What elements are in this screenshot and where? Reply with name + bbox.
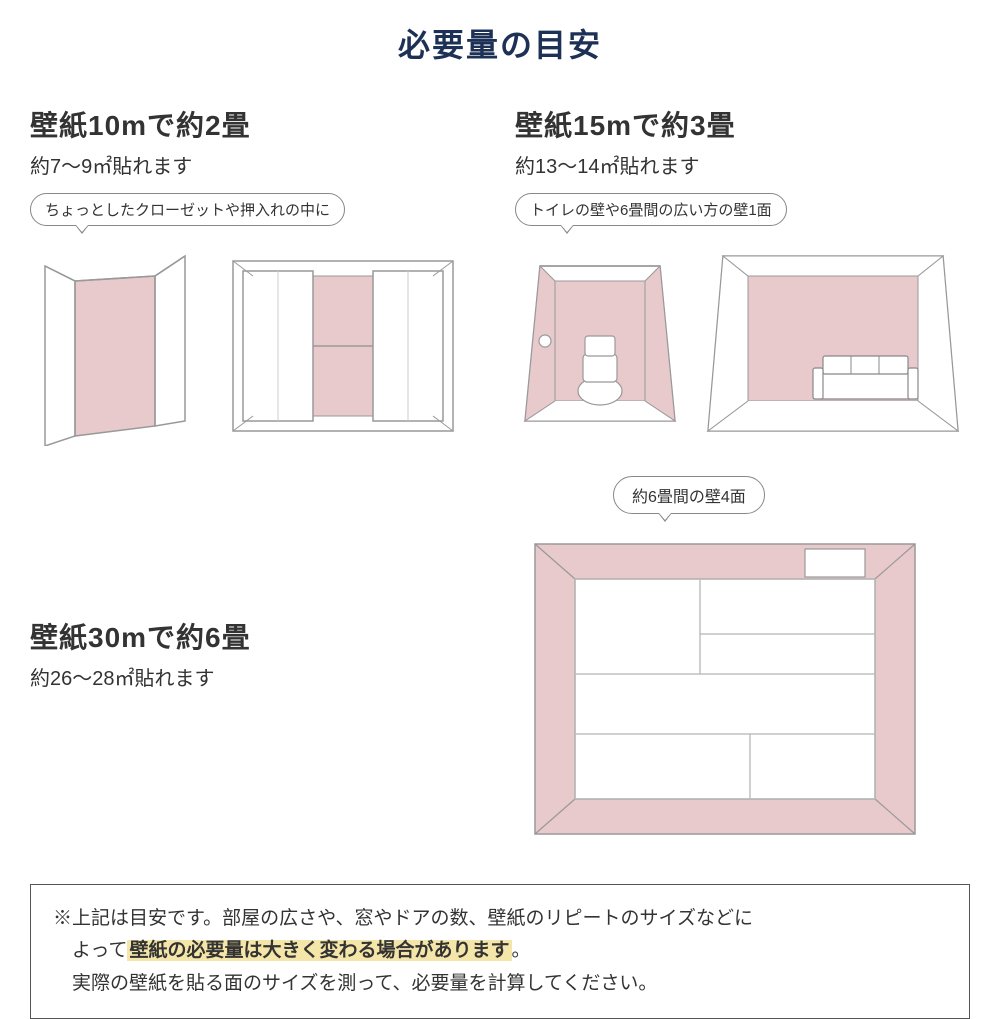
heading-30m: 壁紙30mで約6畳 [30,616,485,656]
top-row: 壁紙10mで約2畳 約7～9㎡貼れます ちょっとしたクローゼットや押入れの中に [30,104,970,446]
page-title: 必要量の目安 [30,20,970,66]
callout-30m: 約6畳間の壁4面 [613,476,765,514]
section-10m: 壁紙10mで約2畳 約7～9㎡貼れます ちょっとしたクローゼットや押入れの中に [30,104,485,446]
note-line2a: よって [72,940,127,961]
toilet-room-icon [515,236,685,446]
sub-10m: 約7～9㎡貼れます [30,150,485,179]
room-6tatami-icon [515,524,935,854]
heading-10m: 壁紙10mで約2畳 [30,104,485,144]
note-line2b: 。 [512,940,531,961]
sub-15m: 約13～14㎡貼れます [515,150,970,179]
callout-15m: トイレの壁や6畳間の広い方の壁1面 [515,193,787,226]
note-line3-text: 実際の壁紙を貼る面のサイズを測って、必要量を計算してください。 [72,973,657,994]
note-line2: よって壁紙の必要量は大きく変わる場合があります。 [53,935,947,967]
section-15m: 壁紙15mで約3畳 約13～14㎡貼れます トイレの壁や6畳間の広い方の壁1面 [515,104,970,446]
closet-icon [30,236,200,446]
note-line1: ※上記は目安です。部屋の広さや、窓やドアの数、壁紙のリピートのサイズなどに [53,903,947,935]
callout-10m: ちょっとしたクローゼットや押入れの中に [30,193,345,226]
room-accent-wall-icon [703,236,963,446]
section-30m-figure: 約6畳間の壁4面 [515,476,970,854]
note-line3: 実際の壁紙を貼る面のサイズを測って、必要量を計算してください。 [53,968,947,1000]
sub-30m: 約26～28㎡貼れます [30,662,485,691]
section-30m-text: 壁紙30mで約6畳 約26～28㎡貼れます [30,476,485,705]
sliding-closet-icon [218,236,468,446]
note-box: ※上記は目安です。部屋の広さや、窓やドアの数、壁紙のリピートのサイズなどに よっ… [30,884,970,1019]
note-highlight: 壁紙の必要量は大きく変わる場合があります [127,940,511,961]
heading-15m: 壁紙15mで約3畳 [515,104,970,144]
bottom-row: 壁紙30mで約6畳 約26～28㎡貼れます 約6畳間の壁4面 [30,476,970,854]
